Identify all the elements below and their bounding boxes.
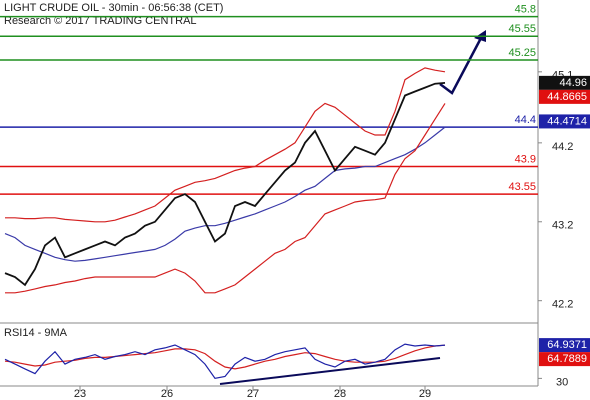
series-line [4,344,446,370]
rsi-tag: 64.7889 [547,353,587,365]
forecast-arrow [439,37,483,95]
rsi-title: RSI14 - 9MA [4,327,68,339]
x-tick-label: 27 [247,388,259,400]
chart-title: LIGHT CRUDE OIL - 30min - 06:56:38 (CET) [4,2,223,14]
series-line [4,82,446,287]
price-tag: 44.8665 [547,91,587,103]
price-tag-box [539,75,590,90]
rsi-tag: 64.9371 [547,339,587,351]
rsi-trendline [219,357,441,385]
x-tick-label: 29 [419,388,431,400]
price-tag-box [539,89,590,104]
level-label: 45.55 [508,23,536,35]
series-line [5,103,446,294]
level-label: 44.4 [515,114,536,126]
x-tick-label: 28 [334,388,346,400]
series-line [5,67,446,223]
chart-subtitle: Research © 2017 TRADING CENTRAL [4,15,197,27]
y-tick-label: 43.2 [552,220,573,232]
level-label: 43.55 [508,181,536,193]
x-tick-label: 26 [161,388,173,400]
level-label: 45.8 [515,3,536,15]
x-tick-label: 23 [74,388,86,400]
rsi-y-tick-label: 30 [556,376,568,388]
level-label: 45.25 [508,47,536,59]
series-line [4,343,446,380]
price-tag-box [539,114,590,129]
level-label: 43.9 [515,153,536,165]
rsi-tag-box [539,352,590,367]
price-tag: 44.96 [559,77,587,89]
price-tag: 44.4714 [547,115,587,127]
y-tick-label: 42.2 [552,299,573,311]
y-tick-label: 44.2 [552,141,573,153]
rsi-tag-box [539,338,590,353]
series-line [4,126,446,262]
